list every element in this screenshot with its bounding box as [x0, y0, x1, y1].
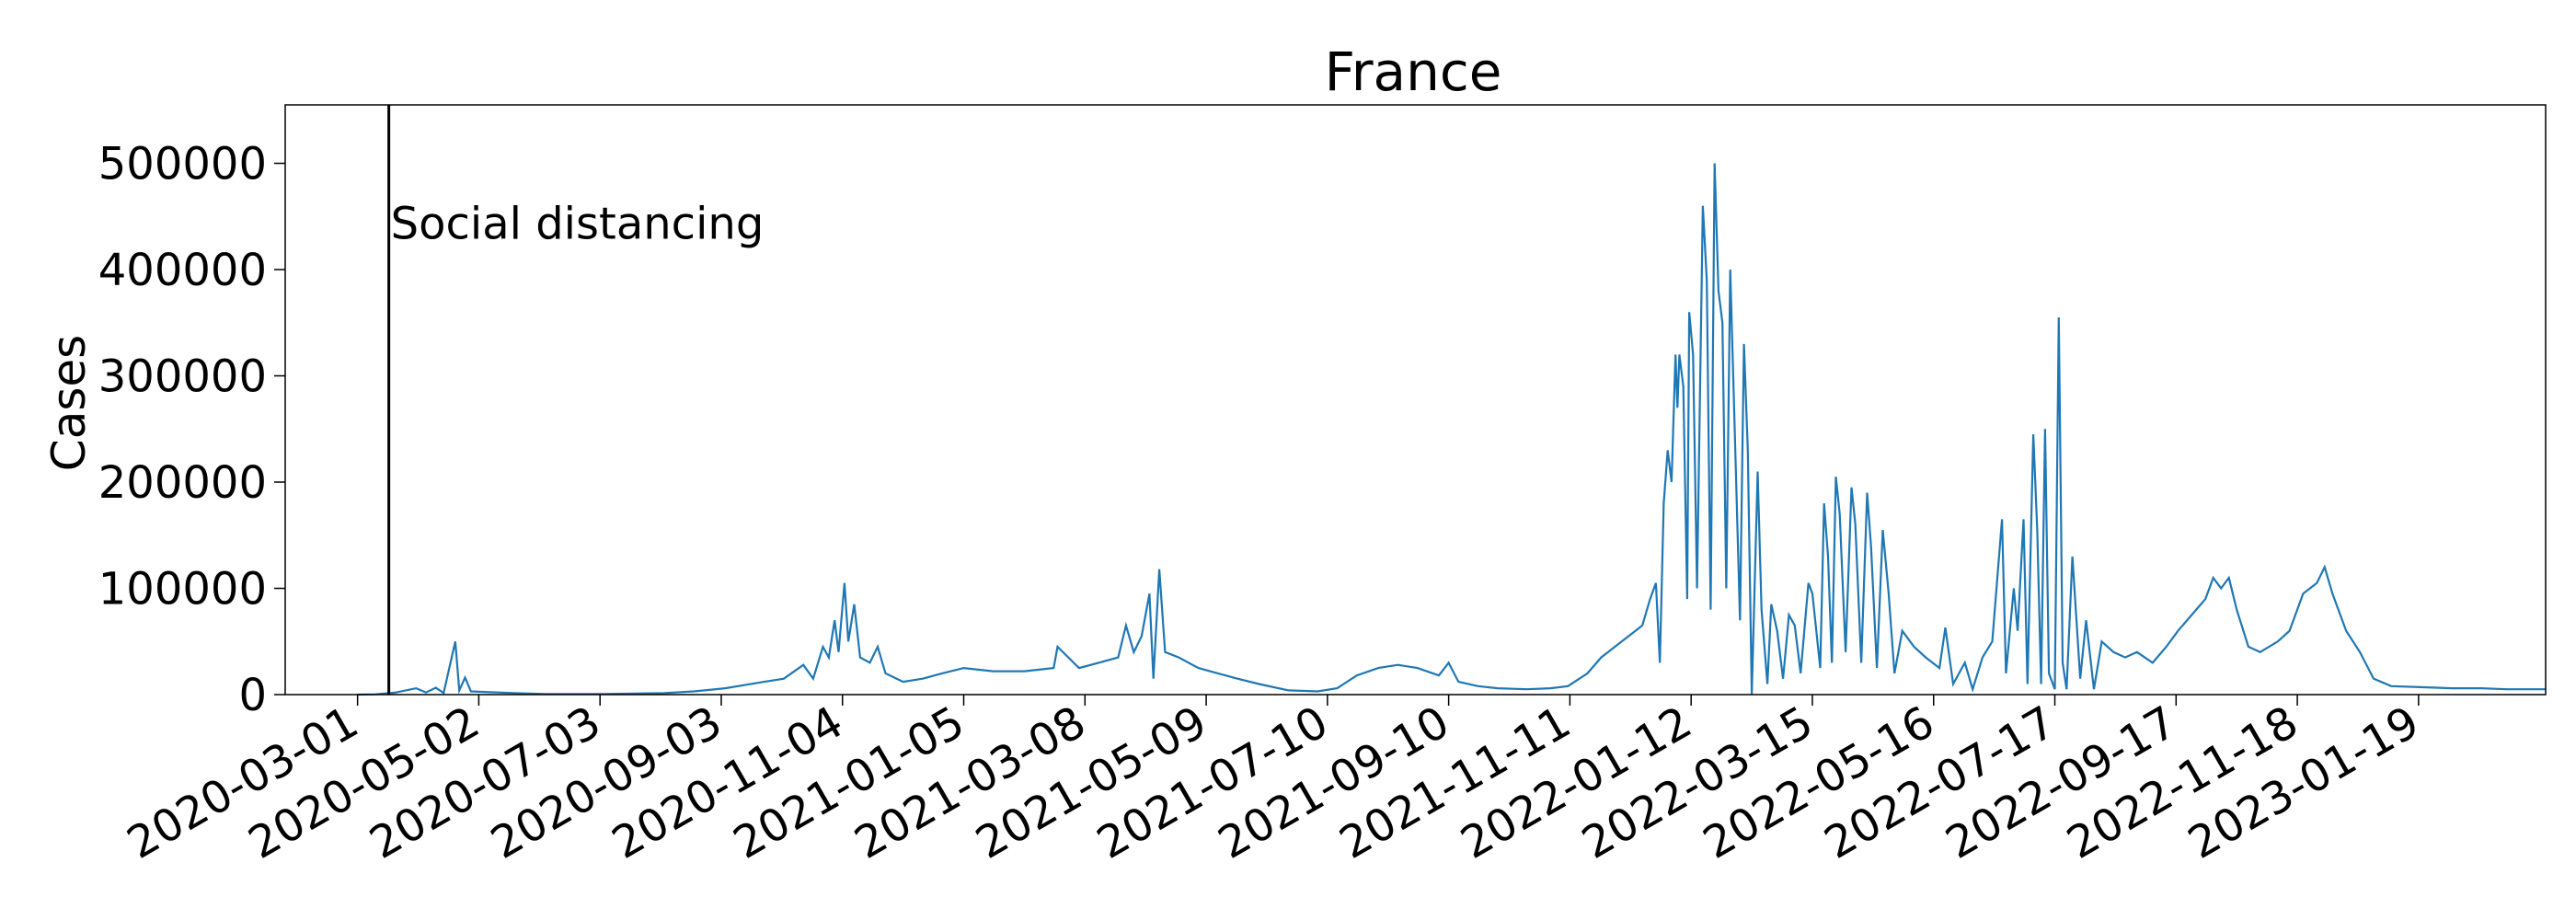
x-axis: 2020-03-012020-05-022020-07-032020-09-03…	[119, 695, 2428, 869]
y-axis-label: Cases	[42, 335, 96, 471]
y-tick-label: 300000	[98, 351, 267, 403]
series-line-cases	[357, 163, 2546, 696]
y-tick-label: 100000	[98, 564, 267, 615]
social-distancing-label: Social distancing	[391, 199, 765, 250]
chart-title: France	[1325, 40, 1502, 103]
y-axis: 0 100000 200000 300000 400000 500000	[98, 139, 285, 721]
plot-frame	[284, 104, 2547, 696]
y-tick-label: 0	[238, 670, 267, 721]
y-tick-label: 500000	[98, 139, 267, 190]
plot-area: Social distancing	[357, 105, 2546, 696]
y-tick-label: 200000	[98, 457, 267, 509]
y-tick-label: 400000	[98, 245, 267, 296]
